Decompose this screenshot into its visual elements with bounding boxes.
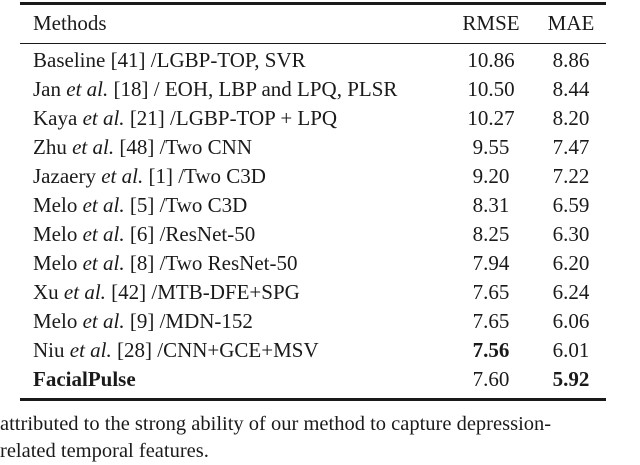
- table-row: Jazaery et al. [1] /Two C3D 9.20 7.22: [20, 162, 606, 191]
- method-name: Kaya: [33, 106, 78, 130]
- rmse-value: 10.27: [467, 106, 515, 130]
- method-name: Niu: [33, 338, 65, 362]
- paper-page: Methods RMSE MAE Baseline [41] /LGBP-TOP…: [0, 2, 606, 462]
- et-al-label: et al.: [77, 222, 125, 246]
- mae-value: 8.44: [552, 77, 590, 101]
- method-detail: [18] / EOH, LBP and LPQ, PLSR: [108, 77, 398, 101]
- method-cell: Jazaery et al. [1] /Two C3D: [20, 164, 446, 189]
- mae-value: 6.30: [552, 222, 590, 246]
- mae-value: 8.20: [552, 106, 590, 130]
- rmse-value: 8.25: [472, 222, 510, 246]
- rmse-value: 10.86: [467, 48, 515, 72]
- et-al-label: et al.: [61, 77, 109, 101]
- body-text: attributed to the strong ability of our …: [0, 411, 640, 465]
- body-text-line-2: related temporal features.: [0, 440, 209, 462]
- table-row: Melo et al. [8] /Two ResNet-50 7.94 6.20: [20, 249, 606, 278]
- mae-value: 6.01: [552, 338, 590, 362]
- method-name: Melo: [33, 193, 78, 217]
- method-cell: Melo et al. [6] /ResNet-50: [20, 222, 446, 247]
- et-al-label: et al.: [77, 106, 125, 130]
- method-name: Xu: [33, 280, 59, 304]
- method-detail: [42] /MTB-DFE+SPG: [105, 280, 300, 304]
- table-body: Baseline [41] /LGBP-TOP, SVR 10.86 8.86 Jan…: [20, 44, 606, 398]
- method-detail: [41] /LGBP-TOP, SVR: [105, 48, 306, 72]
- method-cell: Kaya et al. [21] /LGBP-TOP + LPQ: [20, 106, 446, 131]
- method-detail: [6] /ResNet-50: [124, 222, 256, 246]
- method-name: Melo: [33, 251, 78, 275]
- table-row: Kaya et al. [21] /LGBP-TOP + LPQ 10.27 8.2…: [20, 104, 606, 133]
- method-detail: [5] /Two C3D: [124, 193, 248, 217]
- method-name: Jan: [33, 77, 61, 101]
- rmse-value: 8.31: [472, 193, 510, 217]
- table-row: FacialPulse 7.60 5.92: [20, 365, 606, 394]
- et-al-label: et al.: [58, 280, 106, 304]
- mae-value: 6.59: [552, 193, 590, 217]
- method-name: Zhu: [33, 135, 67, 159]
- method-detail: [48] /Two CNN: [114, 135, 253, 159]
- table-row: Zhu et al. [48] /Two CNN 9.55 7.47: [20, 133, 606, 162]
- rmse-value: 9.20: [472, 164, 510, 188]
- method-name: FacialPulse: [33, 367, 136, 391]
- rmse-value: 7.56: [472, 338, 510, 362]
- method-cell: Xu et al. [42] /MTB-DFE+SPG: [20, 280, 446, 305]
- table-top-rule: [20, 2, 606, 5]
- method-cell: Melo et al. [9] /MDN-152: [20, 309, 446, 334]
- table-header-row: Methods RMSE MAE: [20, 5, 606, 43]
- rmse-value: 7.65: [472, 309, 510, 333]
- method-cell: Jan et al. [18] / EOH, LBP and LPQ, PLSR: [20, 77, 446, 102]
- et-al-label: et al.: [64, 338, 112, 362]
- table-row: Melo et al. [9] /MDN-152 7.65 6.06: [20, 307, 606, 336]
- mae-value: 7.47: [552, 135, 590, 159]
- method-cell: Zhu et al. [48] /Two CNN: [20, 135, 446, 160]
- table-bottom-rule: [20, 398, 606, 401]
- method-cell: Baseline [41] /LGBP-TOP, SVR: [20, 48, 446, 73]
- column-header-methods: Methods: [33, 11, 107, 35]
- rmse-value: 10.50: [467, 77, 515, 101]
- method-detail: [9] /MDN-152: [124, 309, 253, 333]
- method-name: Melo: [33, 222, 78, 246]
- method-cell: Melo et al. [8] /Two ResNet-50: [20, 251, 446, 276]
- column-header-mae: MAE: [547, 11, 595, 35]
- table-mid-rule: [20, 42, 606, 44]
- mae-value: 6.06: [552, 309, 590, 333]
- method-detail: [8] /Two ResNet-50: [124, 251, 298, 275]
- et-al-label: et al.: [77, 309, 125, 333]
- results-table: Methods RMSE MAE Baseline [41] /LGBP-TOP…: [20, 2, 606, 401]
- method-name: Baseline: [33, 48, 106, 72]
- et-al-label: et al.: [95, 164, 144, 188]
- table-row: Jan et al. [18] / EOH, LBP and LPQ, PLSR…: [20, 75, 606, 104]
- method-detail: [1] /Two C3D: [143, 164, 266, 188]
- table-row: Baseline [41] /LGBP-TOP, SVR 10.86 8.86: [20, 46, 606, 75]
- column-header-rmse: RMSE: [462, 11, 520, 35]
- et-al-label: et al.: [66, 135, 115, 159]
- body-text-line-1: attributed to the strong ability of our …: [0, 413, 552, 435]
- table-row: Melo et al. [6] /ResNet-50 8.25 6.30: [20, 220, 606, 249]
- et-al-label: et al.: [77, 251, 125, 275]
- table-row: Xu et al. [42] /MTB-DFE+SPG 7.65 6.24: [20, 278, 606, 307]
- mae-value: 6.20: [552, 251, 590, 275]
- method-detail: [21] /LGBP-TOP + LPQ: [124, 106, 338, 130]
- table-row: Melo et al. [5] /Two C3D 8.31 6.59: [20, 191, 606, 220]
- method-cell: FacialPulse: [20, 367, 446, 392]
- method-name: Jazaery: [33, 164, 96, 188]
- mae-value: 6.24: [552, 280, 590, 304]
- table-row: Niu et al. [28] /CNN+GCE+MSV 7.56 6.01: [20, 336, 606, 365]
- method-cell: Niu et al. [28] /CNN+GCE+MSV: [20, 338, 446, 363]
- mae-value: 7.22: [552, 164, 590, 188]
- rmse-value: 9.55: [472, 135, 510, 159]
- method-cell: Melo et al. [5] /Two C3D: [20, 193, 446, 218]
- rmse-value: 7.60: [472, 367, 510, 391]
- method-detail: [28] /CNN+GCE+MSV: [111, 338, 319, 362]
- rmse-value: 7.94: [472, 251, 510, 275]
- mae-value: 5.92: [552, 367, 590, 391]
- rmse-value: 7.65: [472, 280, 510, 304]
- method-name: Melo: [33, 309, 78, 333]
- mae-value: 8.86: [552, 48, 590, 72]
- et-al-label: et al.: [77, 193, 125, 217]
